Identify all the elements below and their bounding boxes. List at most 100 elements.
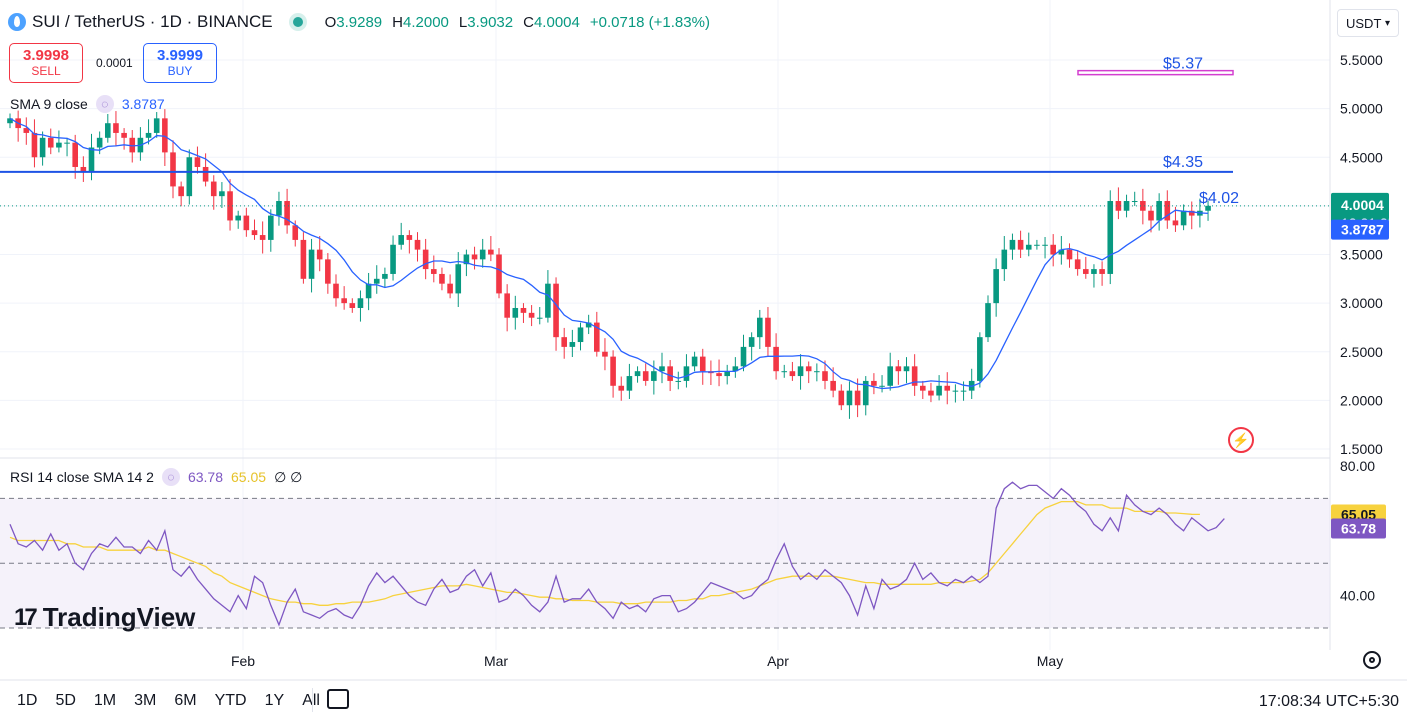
candle-body	[862, 380, 869, 406]
candle-body	[610, 356, 616, 386]
candle-body	[528, 312, 535, 318]
candle-body	[373, 278, 380, 284]
currency-select[interactable]: USDT ▾	[1337, 9, 1399, 37]
tradingview-logo-text: TradingView	[42, 602, 196, 632]
rsi-indicator-legend[interactable]: RSI 14 close SMA 14 2 ◌ 63.78 65.05 ∅ ∅	[10, 468, 302, 486]
candle-body	[178, 186, 184, 197]
candle-body	[333, 283, 339, 299]
last-price-value: 4.0004	[1341, 197, 1384, 213]
candle-body	[227, 191, 233, 221]
candle-body	[431, 269, 437, 274]
symbol-title[interactable]: SUI / TetherUS · 1D · BINANCE	[32, 12, 273, 31]
ohlc-value: 3.9289	[336, 13, 383, 31]
candle-body	[1025, 244, 1032, 250]
sma-indicator-legend[interactable]: SMA 9 close ◌ 3.8787	[10, 95, 165, 113]
timeframe-5d[interactable]: 5D	[55, 692, 76, 709]
buy-button[interactable]: 3.9999 BUY	[143, 43, 217, 83]
candle-body	[31, 132, 38, 158]
ohlc-value: 4.2000	[403, 13, 449, 31]
price-tick-label: 2.5000	[1340, 344, 1383, 360]
candle-body	[47, 137, 54, 148]
candle-body	[1188, 210, 1195, 216]
timeframe-ytd[interactable]: YTD	[214, 692, 247, 709]
rsi-tag-value: 63.78	[1341, 521, 1376, 537]
timeframe-3m[interactable]: 3M	[134, 692, 157, 709]
candle-body	[642, 371, 649, 381]
candle-body	[210, 181, 217, 197]
toolbar-divider	[312, 688, 313, 712]
chevron-down-icon: ▾	[1384, 18, 1390, 29]
calendar-icon[interactable]	[327, 689, 349, 709]
candle-body	[846, 390, 853, 406]
candle-body	[471, 254, 478, 260]
price-axis[interactable]: 1.50002.00002.50003.00003.50004.00004.50…	[1340, 52, 1383, 457]
timeframe-1m[interactable]: 1M	[93, 692, 117, 709]
rsi-tag	[1331, 518, 1386, 539]
candle-body	[341, 298, 347, 304]
candle-body	[724, 371, 730, 377]
price-tick-label: 1.5000	[1340, 441, 1383, 457]
candle-body	[64, 142, 70, 144]
candle-body	[797, 366, 804, 377]
target-zone-box	[1077, 69, 1234, 76]
sma-price-tag	[1331, 219, 1389, 240]
candle-body	[56, 142, 62, 148]
rsi-indicator-label: RSI 14 close SMA 14 2	[10, 469, 154, 485]
gear-icon[interactable]	[1363, 651, 1381, 669]
time-tick-label: Feb	[231, 653, 255, 669]
candle-body	[814, 371, 820, 373]
candle-body	[325, 259, 331, 284]
timeframe-all[interactable]: All	[293, 692, 329, 710]
candle-body	[667, 366, 673, 381]
candle-body	[39, 137, 46, 158]
candle-body	[952, 390, 959, 392]
spread-value: 0.0001	[96, 56, 133, 70]
candle-body	[259, 235, 266, 240]
candle-body	[1074, 259, 1081, 270]
sell-button[interactable]: 3.9998 SELL	[9, 43, 83, 83]
candle-body	[243, 215, 250, 231]
candle-body	[479, 249, 486, 260]
candle-body	[683, 366, 690, 381]
ohlc-key: L	[458, 13, 468, 31]
candle-body	[879, 385, 885, 387]
rsi-sma-value: 65.05	[231, 469, 267, 485]
time-tick-label: May	[1037, 653, 1063, 669]
candle-body	[903, 366, 910, 372]
candle-body	[675, 380, 682, 382]
candle-body	[659, 366, 665, 372]
tradingview-logo[interactable]: 17 TradingView	[14, 602, 195, 633]
timeframe-1y[interactable]: 1Y	[264, 692, 285, 709]
candle-body	[545, 283, 551, 318]
candle-body	[830, 380, 836, 391]
price-tick-label: 5.0000	[1340, 101, 1383, 117]
candle-body	[447, 283, 453, 294]
candle-body	[716, 373, 722, 377]
timeframe-6m[interactable]: 6M	[174, 692, 197, 709]
candle-body	[871, 380, 877, 386]
loading-icon: ◌	[95, 95, 114, 113]
timeframe-1d[interactable]: 1D	[17, 692, 38, 709]
candle-body	[569, 342, 576, 347]
time-readout[interactable]: 17:08:34 UTC+5:30	[1258, 693, 1399, 710]
price-tick-label: 4.5000	[1340, 149, 1383, 165]
candle-body	[316, 249, 323, 260]
candle-body	[414, 239, 421, 250]
candle-body	[129, 137, 136, 153]
candle-body	[349, 303, 356, 308]
candle-body	[186, 157, 193, 197]
rsi-tick-label: 80.00	[1340, 458, 1375, 474]
lightning-icon[interactable]: ⚡	[1228, 427, 1254, 453]
currency-label: USDT	[1346, 16, 1382, 31]
chart-header: SUI / TetherUS · 1D · BINANCE O3.9289 H4…	[8, 12, 710, 32]
annotation-current: $4.02	[1199, 190, 1239, 207]
candle-body	[1091, 269, 1097, 274]
candle-body	[1164, 201, 1171, 221]
candle-body	[1042, 244, 1048, 246]
time-axis[interactable]: Feb Mar Apr May	[0, 653, 1407, 681]
sell-label: SELL	[31, 64, 61, 78]
candle-body	[936, 385, 942, 396]
ohlc-key: H	[392, 13, 403, 31]
candle-body	[1083, 269, 1089, 274]
